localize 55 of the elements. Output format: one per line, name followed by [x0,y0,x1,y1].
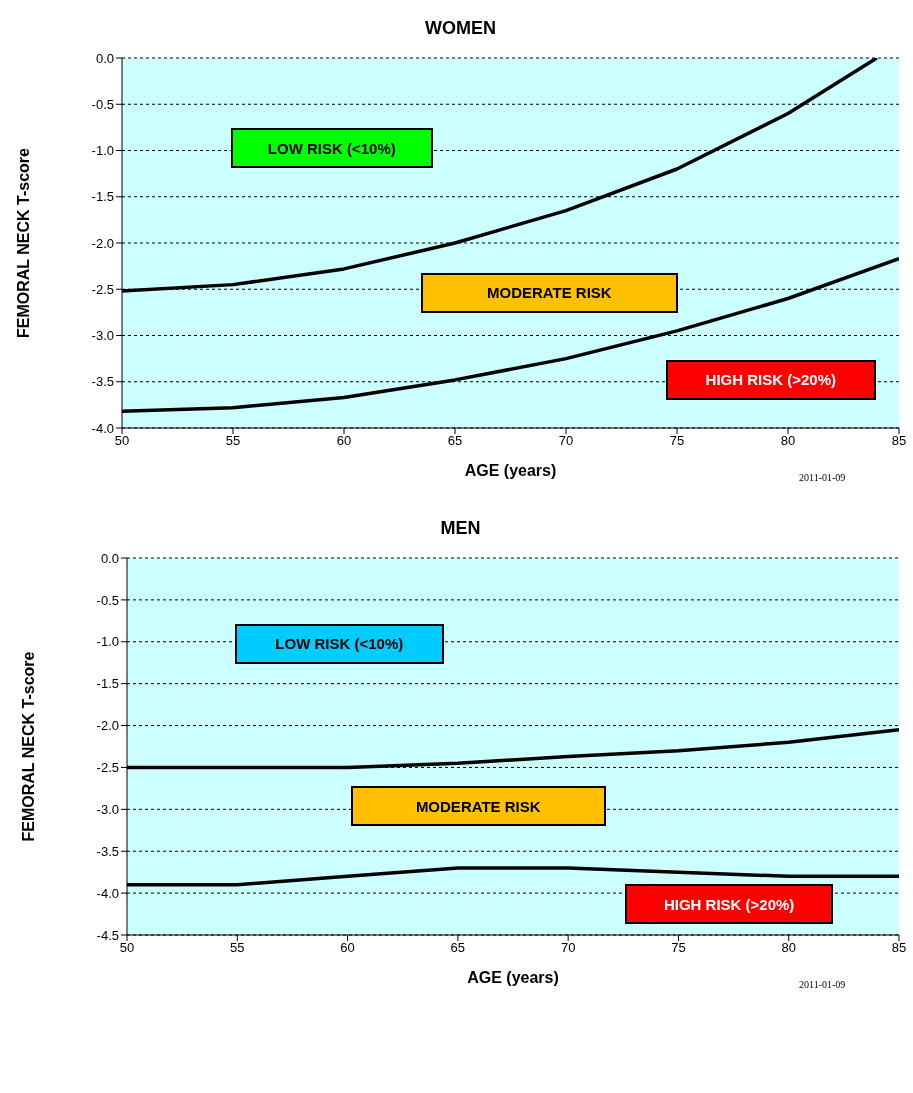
y-tick-label: -4.0 [91,420,114,436]
x-tick-label: 50 [119,940,135,956]
x-tick-label: 75 [669,433,685,449]
y-tick-label: -3.5 [91,374,114,390]
x-tick-label: 65 [450,940,466,956]
x-tick-label: 85 [891,433,907,449]
annotation: MODERATE RISK [486,284,612,302]
x-tick-label: 60 [340,940,355,956]
x-axis-title: AGE (years) [467,969,559,986]
x-tick-label: 65 [447,433,463,449]
y-tick-label: -1.5 [96,676,119,692]
y-tick-label: -0.5 [91,96,114,112]
label-box: HIGH RISK (>20%) [624,884,834,925]
annotation: LOW RISK (<10%) [267,139,396,157]
y-tick-label: 0.0 [100,550,119,566]
x-tick-label: 80 [781,940,796,956]
chart-title: WOMEN [424,17,497,40]
x-tick-label: 70 [560,940,576,956]
y-axis-title: FEMORAL NECK T-score [19,651,37,842]
y-tick-label: -2.0 [91,235,114,251]
y-tick-label: -0.5 [96,592,119,608]
x-tick-label: 60 [336,433,352,449]
annotation: HIGH RISK (>20%) [705,371,836,389]
y-tick-label: -1.0 [96,634,119,650]
y-tick-label: -2.0 [96,718,119,734]
x-axis-title: AGE (years) [464,462,557,479]
annotation: HIGH RISK (>20%) [663,895,795,913]
y-tick-label: -1.0 [91,143,114,159]
y-tick-label: 0.0 [95,50,114,66]
x-tick-label: 75 [671,940,686,956]
label-box: MODERATE RISK [421,272,678,313]
x-tick-label: 85 [891,940,907,956]
label-box: LOW RISK (<10%) [235,623,444,664]
y-axis-title: FEMORAL NECK T-score [14,147,32,338]
y-tick-label: -3.5 [96,843,119,859]
text: 2011-01-09 [799,979,846,990]
y-tick-label: -1.5 [91,189,114,205]
label-box: HIGH RISK (>20%) [665,359,876,400]
y-tick-label: -3.0 [96,801,119,817]
annotation: MODERATE RISK [415,797,541,815]
y-tick-label: -4.5 [96,927,119,943]
y-tick-label: -2.5 [96,760,119,776]
x-tick-label: 55 [230,940,245,956]
x-tick-label: 55 [225,433,241,449]
label-box: LOW RISK (<10%) [230,128,433,169]
label-box: MODERATE RISK [350,786,606,827]
y-tick-label: -2.5 [91,281,114,297]
x-tick-label: 70 [558,433,574,449]
x-tick-label: 80 [780,433,796,449]
chart-title: MEN [439,517,482,540]
x-tick-label: 50 [114,433,130,449]
text: 2011-01-09 [799,472,846,483]
annotation: LOW RISK (<10%) [275,635,404,653]
y-tick-label: -4.0 [96,885,119,901]
y-tick-label: -3.0 [91,328,114,344]
